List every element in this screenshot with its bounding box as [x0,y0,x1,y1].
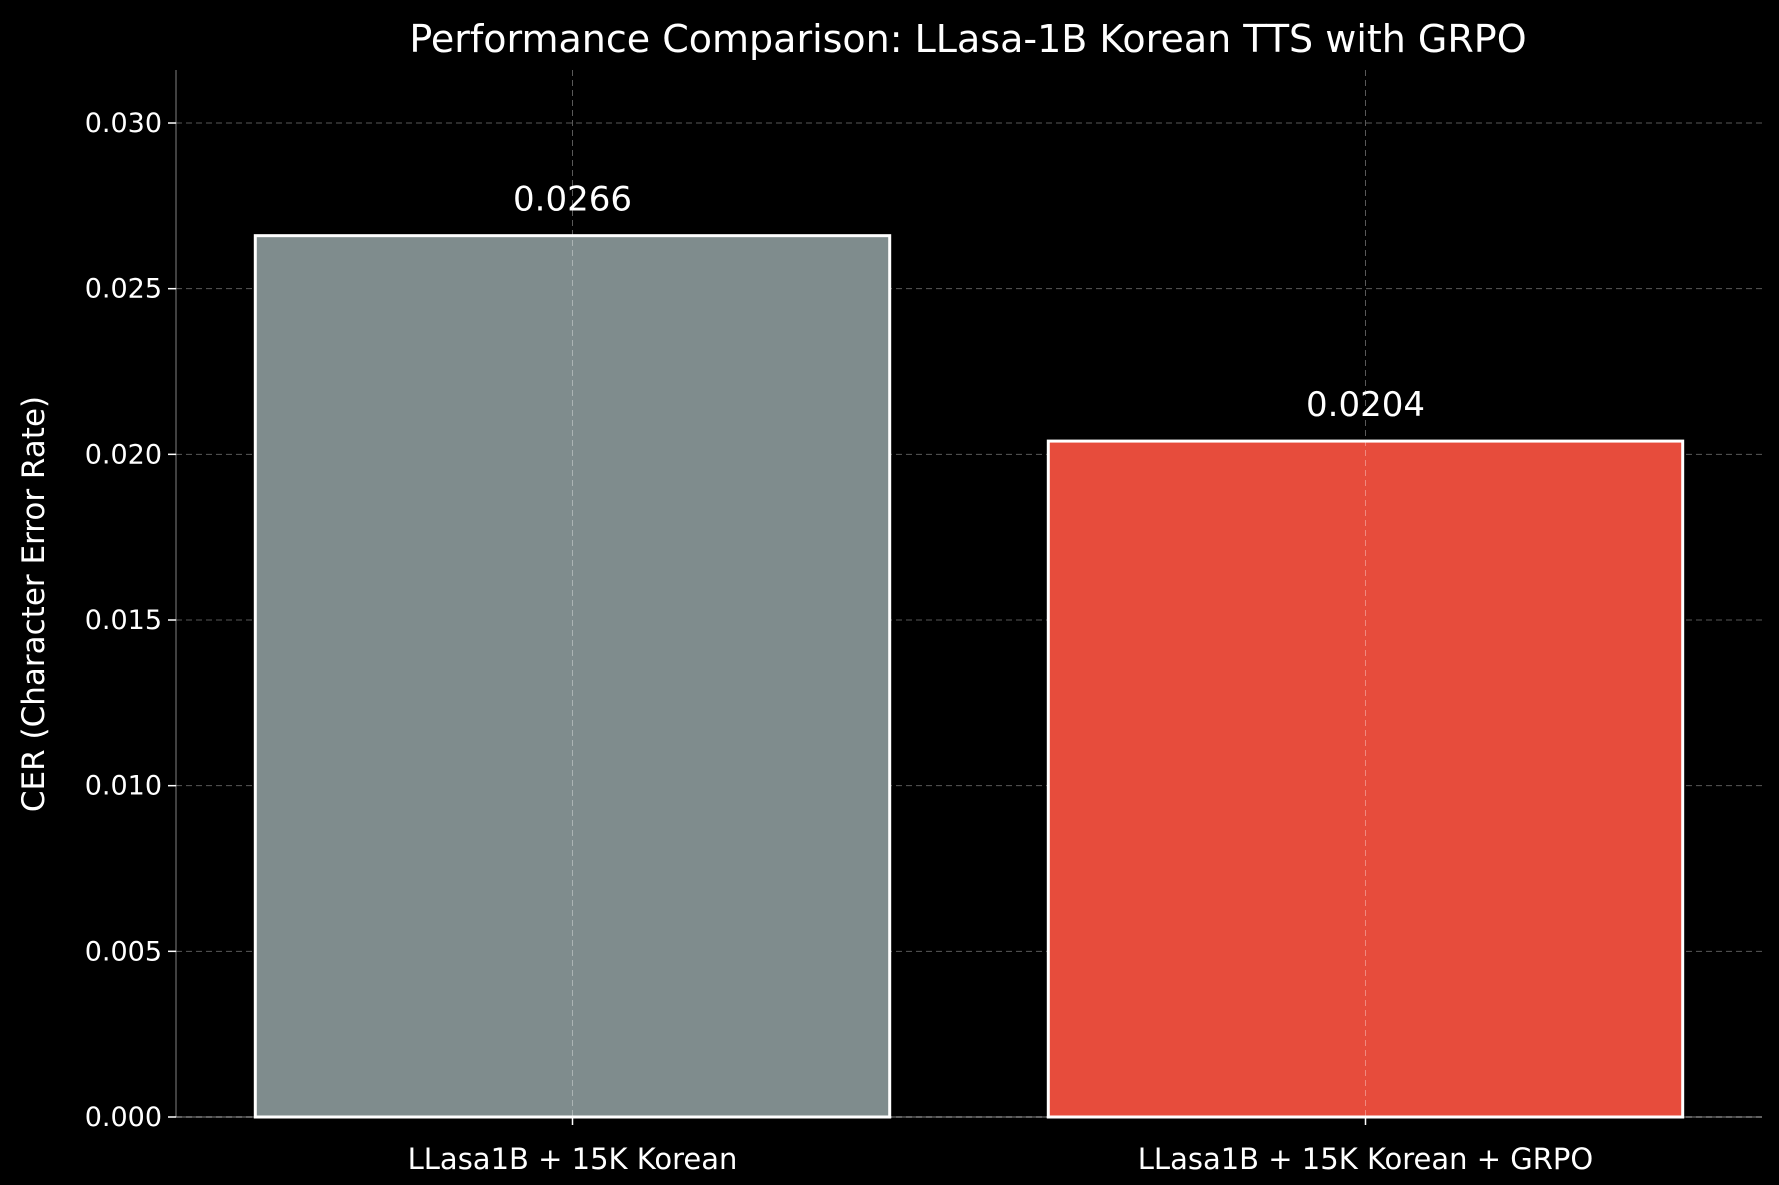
y-tick-label: 0.010 [85,771,162,802]
bar-value-label: 0.0204 [1306,385,1425,425]
y-tick-label: 0.000 [85,1102,162,1133]
x-tick-label: LLasa1B + 15K Korean + GRPO [1138,1142,1593,1176]
bar-value-label: 0.0266 [513,180,632,220]
vertical-grid-layer [572,70,1366,1117]
axes-layer [168,70,1762,1125]
bar [253,234,892,1119]
y-tick-label: 0.005 [85,936,162,967]
y-tick-label: 0.025 [85,274,162,305]
x-tick-label: LLasa1B + 15K Korean [408,1142,738,1176]
labels-layer: 0.000 0.005 0.010 0.015 0.020 0.025 0.030 LLasa… [85,108,1594,1176]
y-tick-label: 0.030 [85,108,162,139]
bars-layer [253,234,1685,1119]
y-axis-label: CER (Character Error Rate) [16,396,52,812]
y-tick-label: 0.015 [85,605,162,636]
bar [1046,439,1685,1119]
chart-title: Performance Comparison: LLasa-1B Korean … [409,17,1526,61]
y-tick-label: 0.020 [85,439,162,470]
